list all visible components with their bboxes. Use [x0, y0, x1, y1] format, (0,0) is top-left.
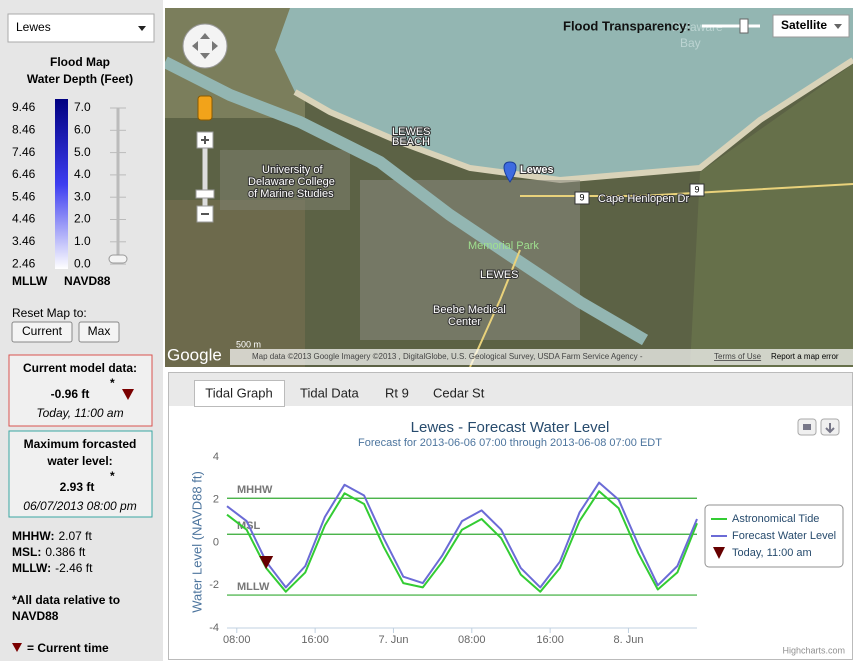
transparency-knob[interactable]: [740, 19, 748, 33]
depth-mllw: 5.46: [12, 189, 36, 203]
depth-navd88: 0.0: [74, 256, 91, 270]
datum: MSL: 0.386 ft: [12, 545, 86, 559]
chart-title: Lewes - Forecast Water Level: [411, 419, 610, 436]
max-value: 2.93 ft: [60, 480, 95, 494]
tab[interactable]: Tidal Data: [300, 385, 360, 400]
datum-label: MSL:: [12, 545, 41, 559]
place-label: Beebe Medical: [433, 304, 506, 316]
report-link[interactable]: Report a map error: [771, 352, 839, 361]
x-tick-label: 08:00: [223, 634, 251, 646]
datum-value: 2.07 ft: [58, 529, 92, 543]
datum-label: MHHW:: [12, 529, 54, 543]
depth-mllw: 4.46: [12, 212, 36, 226]
mllw-label: MLLW: [12, 274, 48, 288]
depth-navd88: 7.0: [74, 100, 91, 114]
terms-link[interactable]: Terms of Use: [714, 352, 762, 361]
chart-subtitle: Forecast for 2013-06-06 07:00 through 20…: [358, 437, 662, 449]
x-tick-label: 16:00: [536, 634, 564, 646]
datum: MHHW: 2.07 ft: [12, 529, 92, 543]
tab[interactable]: Tidal Graph: [205, 385, 272, 400]
pan-control[interactable]: [183, 24, 227, 68]
google-logo: Google: [167, 345, 222, 364]
tab[interactable]: Cedar St: [433, 385, 485, 400]
x-tick-label: 16:00: [301, 634, 329, 646]
depth-mllw: 9.46: [12, 100, 36, 114]
map[interactable]: Delaware Bay LEWES BEACH Lewes Universit…: [165, 8, 853, 367]
plot-line-label: MLLW: [237, 581, 270, 593]
pegman[interactable]: [198, 96, 212, 120]
transparency-label: Flood Transparency:: [563, 18, 691, 33]
place-label: BEACH: [392, 136, 430, 148]
datum-label: MLLW:: [12, 561, 51, 575]
current-value: -0.96 ft: [51, 387, 90, 401]
y-axis-title: Water Level (NAVD88 ft): [189, 471, 204, 613]
place-label: Cape Henlopen Dr: [598, 193, 689, 205]
y-tick-label: 0: [213, 536, 219, 548]
button-label[interactable]: Max: [88, 324, 111, 338]
reset-label: Reset Map to:: [12, 306, 87, 320]
attribution: Map data ©2013 Google Imagery ©2013 , Di…: [252, 352, 643, 361]
max-title: water level:: [46, 454, 112, 468]
current-time: Today, 11:00 am: [36, 406, 123, 420]
depth-navd88: 6.0: [74, 122, 91, 136]
datum-value: -2.46 ft: [55, 561, 93, 575]
place-label: Lewes: [520, 164, 554, 176]
note: *All data relative to: [12, 593, 120, 607]
max-time: 06/07/2013 08:00 pm: [23, 499, 136, 513]
plot-line-label: MHHW: [237, 484, 273, 496]
place-label: Delaware College: [248, 176, 335, 188]
max-title: Maximum forcasted: [24, 437, 137, 451]
button-label[interactable]: Current: [22, 324, 63, 338]
depth-mllw: 8.46: [12, 122, 36, 136]
current-title: Current model data:: [23, 361, 137, 375]
legend-label[interactable]: Astronomical Tide: [732, 513, 819, 525]
print-icon: [803, 424, 811, 430]
asterisk: *: [110, 469, 115, 483]
place-label: University of: [262, 164, 323, 176]
y-tick-label: 4: [213, 451, 219, 463]
current-time-legend: = Current time: [27, 641, 109, 655]
zoom-handle[interactable]: [196, 190, 214, 198]
place-label: of Marine Studies: [248, 188, 334, 200]
legend-label[interactable]: Today, 11:00 am: [732, 547, 812, 559]
navd88-label: NAVD88: [64, 274, 111, 288]
x-tick-label: 08:00: [458, 634, 486, 646]
place-label: Bay: [680, 36, 701, 50]
location-value[interactable]: Lewes: [16, 20, 51, 34]
note: NAVD88: [12, 609, 59, 623]
place-label: Center: [448, 316, 481, 328]
chart-credit[interactable]: Highcharts.com: [782, 645, 845, 655]
legend-title: Flood Map: [50, 55, 110, 69]
datum-value: 0.386 ft: [45, 545, 86, 559]
x-tick-label: 8. Jun: [613, 634, 643, 646]
route-shield-label: 9: [579, 192, 584, 202]
depth-navd88: 3.0: [74, 189, 91, 203]
route-shield-label: 9: [694, 184, 699, 194]
place-label: LEWES: [480, 269, 519, 281]
depth-gradient: [55, 99, 68, 269]
place-label: Memorial Park: [468, 240, 539, 252]
y-tick-label: -2: [209, 579, 219, 591]
depth-navd88: 5.0: [74, 145, 91, 159]
scale-label: 500 m: [236, 339, 261, 349]
y-tick-label: -4: [209, 622, 219, 634]
legend-label[interactable]: Forecast Water Level: [732, 530, 836, 542]
map-fields: [165, 200, 305, 367]
tab[interactable]: Rt 9: [385, 385, 409, 400]
depth-mllw: 2.46: [12, 256, 36, 270]
map-type-label[interactable]: Satellite: [781, 18, 827, 32]
depth-mllw: 6.46: [12, 167, 36, 181]
depth-navd88: 2.0: [74, 212, 91, 226]
opacity-slider-knob[interactable]: [109, 255, 127, 263]
y-tick-label: 2: [213, 494, 219, 506]
page: Lewes Flood Map Water Depth (Feet) 9.46 7…: [0, 0, 856, 661]
legend-title: Water Depth (Feet): [27, 72, 133, 86]
depth-mllw: 7.46: [12, 145, 36, 159]
asterisk: *: [110, 376, 115, 390]
x-tick-label: 7. Jun: [378, 634, 408, 646]
depth-navd88: 4.0: [74, 167, 91, 181]
depth-mllw: 3.46: [12, 234, 36, 248]
sidebar: Lewes Flood Map Water Depth (Feet) 9.46 7…: [0, 0, 163, 661]
depth-navd88: 1.0: [74, 234, 91, 248]
